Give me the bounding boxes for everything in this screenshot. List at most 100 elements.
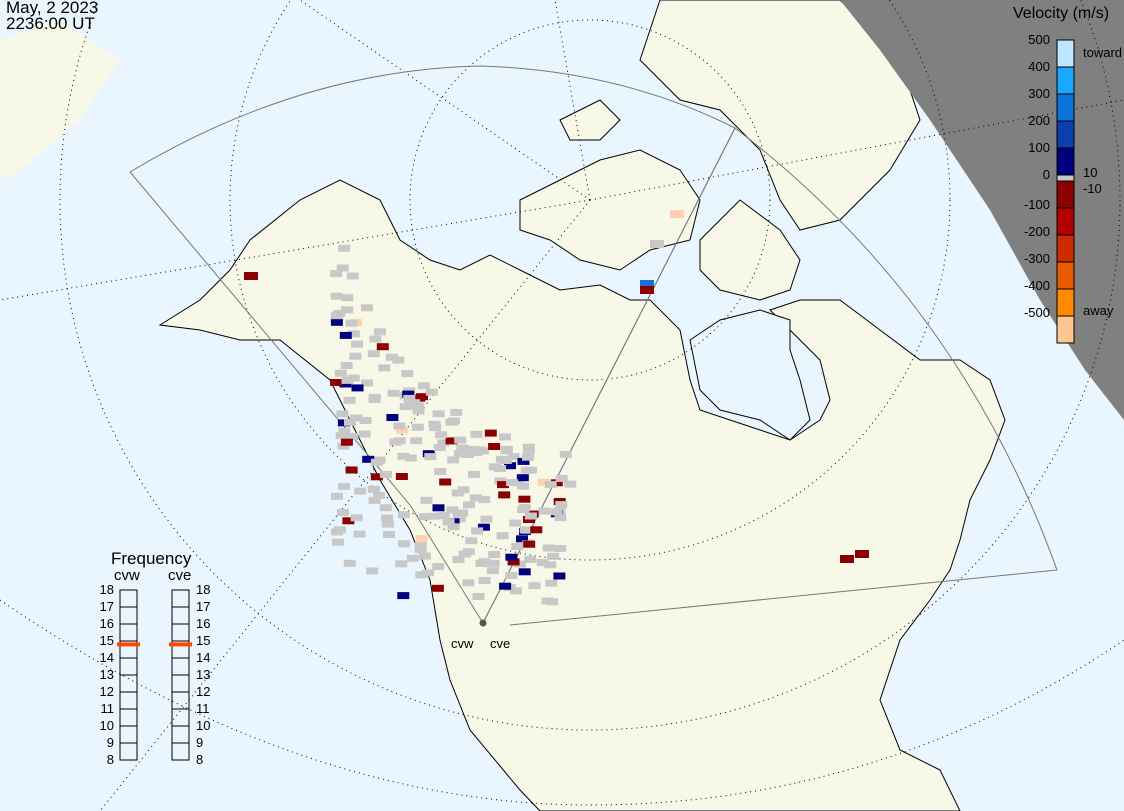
echo-cell — [373, 328, 386, 336]
echo-cell — [410, 437, 423, 445]
echo-cell — [401, 370, 414, 378]
echo-cell — [456, 444, 469, 452]
frequency-tick: 11 — [196, 701, 210, 716]
velocity-tick: -100 — [1023, 197, 1050, 212]
echo-cell — [521, 526, 534, 534]
echo-cell — [337, 419, 350, 427]
echo-cell — [538, 507, 551, 515]
echo-cell — [518, 495, 531, 503]
echo-cell — [431, 584, 444, 592]
echo-cell — [545, 579, 558, 587]
echo-cell — [345, 466, 358, 474]
echo-cell — [542, 544, 555, 552]
echo-cell — [522, 443, 535, 451]
echo-cell — [333, 526, 346, 534]
echo-cell — [446, 506, 459, 514]
echo-cell — [486, 567, 499, 575]
echo-cell — [347, 330, 360, 338]
echo-cell — [343, 559, 356, 567]
echo-cell — [354, 487, 367, 495]
echo-cell — [855, 550, 869, 558]
pos-threshold-label: 10 — [1083, 165, 1098, 180]
night-region — [840, 0, 1124, 420]
echo-cell — [340, 438, 353, 446]
frequency-marker — [117, 642, 140, 647]
echo-cell — [367, 350, 380, 358]
echo-cell — [465, 537, 478, 545]
alaska-siberia-tip — [0, 20, 120, 180]
echo-cell — [496, 532, 509, 540]
echo-cell — [332, 538, 345, 546]
echo-cell — [350, 414, 363, 422]
echo-cell — [345, 319, 358, 327]
cve-fov — [482, 127, 1058, 626]
echo-cell — [470, 448, 483, 456]
echo-cell — [367, 485, 380, 493]
echo-cell — [504, 462, 516, 470]
echo-cell — [432, 410, 445, 418]
radar-site-marker — [479, 619, 487, 627]
echo-cell — [499, 582, 512, 590]
echo-cell — [408, 399, 421, 407]
echo-cell — [330, 270, 343, 278]
echo-cell — [244, 272, 258, 280]
echo-cell — [462, 579, 475, 587]
frequency-tick: 12 — [196, 684, 211, 699]
echo-cell — [335, 432, 348, 440]
echo-cell — [397, 452, 410, 460]
echo-cell — [342, 517, 355, 525]
echo-cell — [372, 492, 385, 499]
echo-cell — [462, 548, 475, 556]
echo-cell — [425, 388, 438, 396]
echo-cell — [383, 531, 395, 538]
echo-cell — [516, 535, 528, 543]
velocity-tick: 400 — [1028, 59, 1050, 74]
echo-cell — [334, 369, 347, 377]
echo-cell — [338, 427, 351, 435]
echo-cell — [419, 513, 432, 521]
echo-cell — [429, 424, 442, 432]
echo-cell — [447, 523, 460, 531]
echo-cell — [650, 240, 664, 248]
echo-cell — [379, 470, 392, 478]
echo-cell — [330, 379, 343, 386]
echo-cell — [516, 474, 529, 482]
echo-cell — [341, 306, 354, 314]
frequency-tick: 8 — [196, 752, 204, 767]
echo-cell — [442, 518, 455, 526]
echo-cell — [434, 468, 447, 475]
echo-cell — [524, 555, 537, 563]
echo-cell — [484, 429, 497, 437]
echo-cell — [497, 481, 509, 489]
north-america — [158, 179, 1006, 811]
echo-cell — [554, 514, 567, 522]
colorbar-segment — [1056, 93, 1075, 122]
echo-cell — [386, 414, 399, 421]
colorbar-segment — [1056, 261, 1075, 290]
frequency-tick: 17 — [196, 599, 211, 614]
echo-cell — [392, 356, 405, 364]
echo-cell — [537, 478, 550, 486]
hudson-bay — [689, 309, 811, 441]
neg-threshold-label: -10 — [1083, 181, 1102, 196]
echo-cell — [339, 380, 352, 388]
frequency-tick: 12 — [99, 684, 114, 699]
echo-cell — [415, 535, 428, 543]
echo-cell — [331, 492, 343, 500]
echo-cell — [411, 423, 424, 431]
echo-cell — [564, 480, 577, 488]
echo-cell — [448, 417, 460, 425]
cvw-fov — [129, 65, 736, 624]
echo-cell — [361, 379, 373, 387]
velocity-tick: -400 — [1023, 278, 1050, 293]
echo-cell — [366, 567, 379, 575]
echo-cell — [536, 559, 549, 567]
echo-cell — [477, 523, 490, 531]
echo-cell — [381, 520, 394, 528]
frequency-tick: 18 — [196, 582, 211, 597]
echo-cell — [505, 572, 518, 579]
echo-cell — [421, 569, 434, 577]
echo-cell — [420, 496, 433, 504]
echo-cell — [507, 558, 520, 566]
